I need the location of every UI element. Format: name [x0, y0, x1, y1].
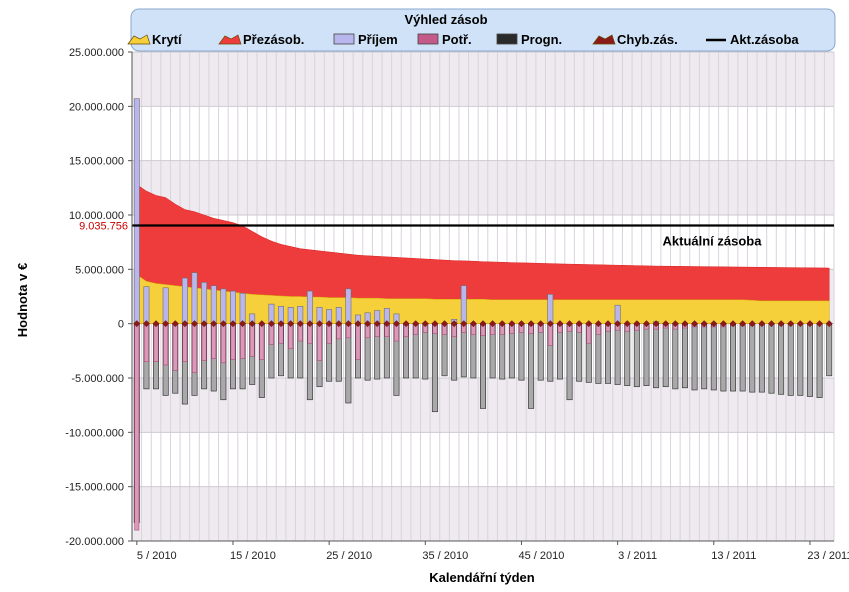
x-tick-label: 13 / 2011: [711, 550, 756, 562]
forecast-bar: [721, 324, 726, 391]
x-tick-label: 15 / 2010: [230, 550, 276, 562]
receipt-bar: [134, 99, 139, 324]
y-tick-label: 10.000.000: [69, 210, 124, 222]
y-tick-label: 0: [118, 319, 124, 331]
receipt-bar: [461, 286, 466, 324]
receipt-bar: [221, 289, 226, 324]
forecast-bar: [480, 324, 485, 409]
demand-bar: [183, 324, 187, 362]
y-axis-ticks: 25.000.000 20.000.000 15.000.000 10.000.000…: [65, 47, 132, 548]
demand-bar: [289, 324, 293, 349]
y-tick-label: -15.000.000: [65, 482, 124, 494]
forecast-bar: [730, 324, 735, 391]
demand-bar: [135, 324, 139, 530]
receipt-bar: [211, 286, 216, 324]
receipt-bar: [182, 278, 187, 324]
receipt-bar: [346, 289, 351, 324]
demand-bar: [164, 324, 168, 365]
x-tick-label: 35 / 2010: [422, 550, 468, 562]
y-tick-label: -5.000.000: [71, 373, 124, 385]
demand-bar: [144, 324, 148, 362]
x-axis-ticks: 5 / 2010 15 / 2010 25 / 2010 35 / 2010 45 / …: [132, 541, 849, 562]
receipt-bar: [163, 288, 168, 324]
forecast-bar: [625, 324, 630, 386]
legend: Výhled zásob Krytí Přezásob. Příjem Potř. Pro…: [128, 9, 835, 51]
forecast-bar: [788, 324, 793, 396]
forecast-bar: [653, 324, 658, 388]
receipt-bar: [192, 273, 197, 324]
forecast-bar: [634, 324, 639, 387]
forecast-bar: [769, 324, 774, 394]
inventory-outlook-chart: 9.035.756 Aktuální zásoba 25.000.000 20.00…: [0, 0, 849, 592]
forecast-bar: [750, 324, 755, 392]
forecast-bar: [740, 324, 745, 391]
forecast-bar: [432, 324, 437, 412]
forecast-bar: [663, 324, 668, 387]
legend-label-progn: Progn.: [521, 32, 562, 47]
x-tick-label: 25 / 2010: [326, 550, 372, 562]
receipt-bar: [548, 294, 553, 323]
forecast-bar: [605, 324, 610, 384]
demand-bar: [250, 324, 254, 357]
legend-label-akt: Akt.zásoba: [730, 32, 799, 47]
legend-label-chyb: Chyb.zás.: [617, 32, 678, 47]
forecast-bar: [682, 324, 687, 388]
legend-label-potr: Potř.: [442, 32, 472, 47]
legend-label-prezasob: Přezásob.: [243, 32, 304, 47]
chart-title: Výhled zásob: [404, 12, 487, 27]
current-stock-line-label: Aktuální zásoba: [663, 233, 763, 248]
demand-bar: [173, 324, 177, 371]
y-tick-label: -20.000.000: [65, 536, 124, 548]
receipt-bar: [144, 287, 149, 324]
legend-swatch-potr: [418, 34, 438, 44]
forecast-bar: [528, 324, 533, 409]
forecast-bar: [644, 324, 649, 386]
forecast-bar: [827, 324, 832, 376]
forecast-bar: [778, 324, 783, 395]
legend-swatch-progn: [497, 34, 517, 44]
y-tick-label: 20.000.000: [69, 101, 124, 113]
demand-bar: [221, 324, 225, 363]
legend-label-kryti: Krytí: [152, 32, 182, 47]
y-tick-label: -10.000.000: [65, 427, 124, 439]
demand-bar: [240, 324, 244, 359]
demand-bar: [317, 324, 321, 361]
y-tick-label: 15.000.000: [69, 156, 124, 168]
x-tick-label: 45 / 2010: [519, 550, 565, 562]
forecast-bar: [711, 324, 716, 390]
x-axis-title: Kalendářní týden: [429, 570, 535, 585]
receipt-bar: [201, 282, 206, 323]
legend-swatch-prijem: [334, 34, 354, 44]
y-axis-title: Hodnota v €: [15, 263, 30, 337]
x-tick-label: 5 / 2010: [137, 550, 177, 562]
y-tick-label: 5.000.000: [75, 264, 124, 276]
receipt-bar: [240, 293, 245, 323]
forecast-bar: [615, 324, 620, 385]
forecast-bar: [798, 324, 803, 396]
receipt-bar: [307, 291, 312, 324]
demand-bar: [192, 324, 196, 373]
forecast-bar: [759, 324, 764, 392]
forecast-bar: [692, 324, 697, 390]
forecast-bar: [567, 324, 572, 400]
demand-bar: [154, 324, 158, 362]
demand-bar: [356, 324, 360, 360]
x-tick-label: 3 / 2011: [618, 550, 657, 562]
x-tick-label: 23 / 2011: [807, 550, 849, 562]
current-stock-value-label: 9.035.756: [79, 220, 128, 232]
demand-bar: [260, 324, 264, 360]
y-tick-label: 25.000.000: [69, 47, 124, 59]
forecast-bar: [702, 324, 707, 389]
receipt-bar: [230, 291, 235, 324]
forecast-bar: [807, 324, 812, 397]
forecast-bar: [817, 324, 822, 398]
demand-bar: [231, 324, 235, 360]
forecast-bar: [673, 324, 678, 389]
demand-bar: [212, 324, 216, 359]
demand-bar: [202, 324, 206, 361]
legend-label-prijem: Příjem: [358, 32, 398, 47]
